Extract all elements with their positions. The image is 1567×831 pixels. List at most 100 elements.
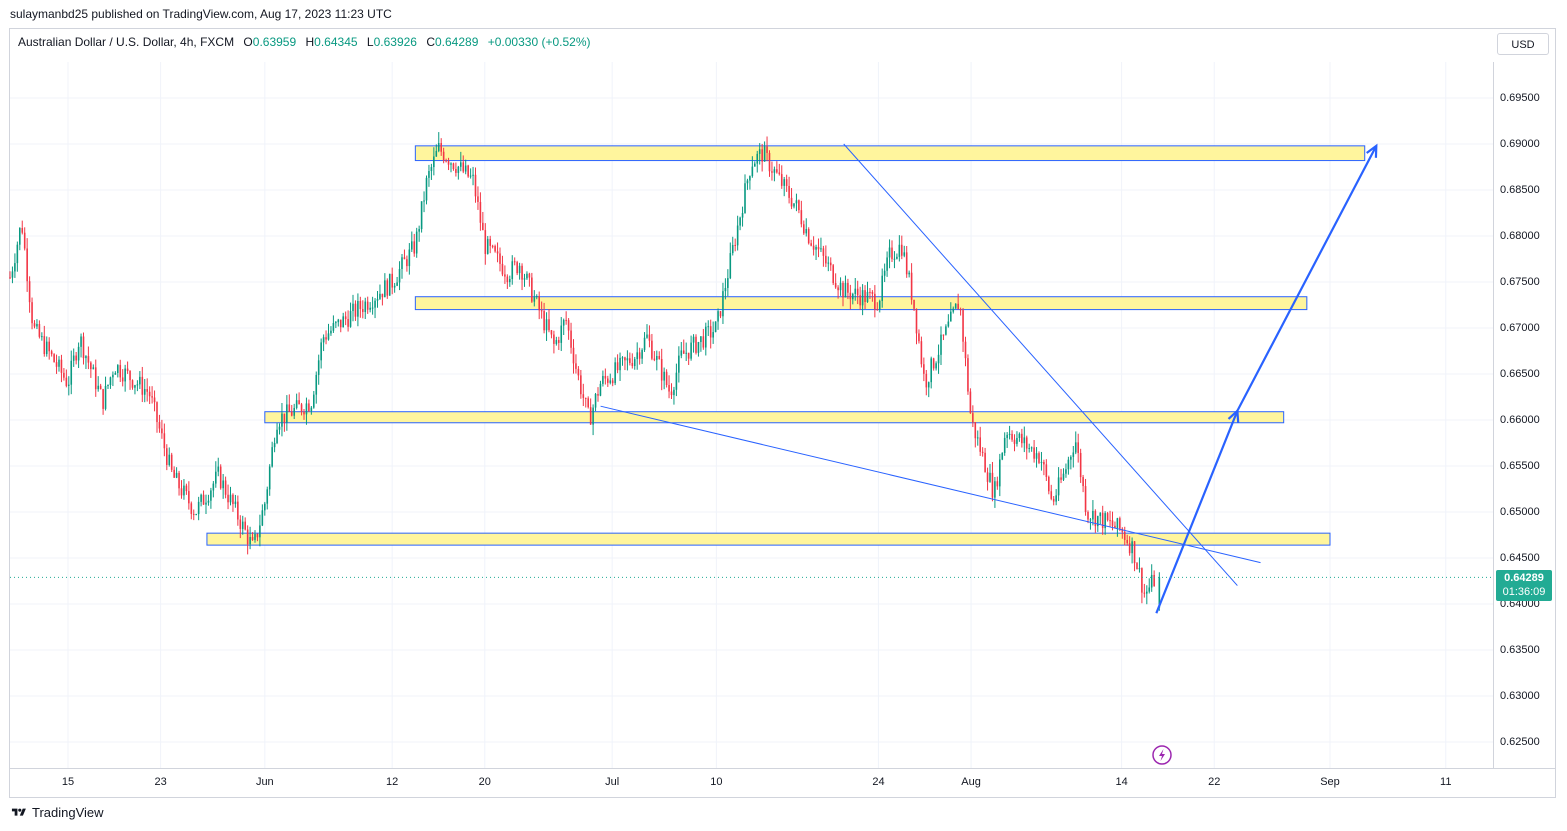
candle-body <box>408 249 411 267</box>
candle-body <box>398 269 401 283</box>
candle-body <box>518 265 521 274</box>
candle-body <box>660 358 663 381</box>
currency-button[interactable]: USD <box>1497 33 1549 55</box>
candle-body <box>190 503 193 514</box>
price-tick-label: 0.65000 <box>1500 506 1540 518</box>
candle-body <box>930 358 932 383</box>
candle-body <box>259 525 261 538</box>
candle-body <box>680 350 683 356</box>
candle-body <box>121 377 124 382</box>
candle-body <box>420 201 423 230</box>
candle-body <box>1148 587 1151 592</box>
candle-body <box>401 257 403 270</box>
candle-body <box>881 275 883 301</box>
candle-body <box>607 378 609 383</box>
candle-body <box>117 365 119 373</box>
candle-body <box>749 176 751 181</box>
high-key: H <box>305 35 315 49</box>
candle-body <box>104 385 107 409</box>
candle-body <box>77 346 80 361</box>
candle-body <box>1150 574 1153 588</box>
candle-body <box>215 471 217 484</box>
candle-body <box>523 278 526 280</box>
symbol-title[interactable]: Australian Dollar / U.S. Dollar, 4h, FXC… <box>18 35 235 49</box>
candle-body <box>937 354 940 364</box>
candle-body <box>38 324 41 337</box>
candle-body <box>768 152 771 172</box>
candle-body <box>984 452 986 473</box>
candle-body <box>651 340 653 359</box>
candle-body <box>107 384 109 386</box>
candle-body <box>1084 486 1087 512</box>
open-key: O <box>243 35 253 49</box>
candle-body <box>722 291 724 317</box>
candle-body <box>526 273 528 279</box>
candle-body <box>411 241 413 250</box>
candle-body <box>580 375 582 395</box>
candle-body <box>822 248 825 256</box>
candle-body <box>391 273 393 288</box>
candle-body <box>460 162 462 167</box>
candle-body <box>567 320 570 331</box>
candle-body <box>1082 477 1084 487</box>
candle-body <box>437 143 440 151</box>
candle-body <box>957 303 959 310</box>
price-tick-label: 0.69000 <box>1500 138 1540 150</box>
candle-body <box>861 290 864 306</box>
candle-body <box>33 323 36 327</box>
candle-body <box>535 296 538 298</box>
candle-body <box>371 307 374 309</box>
candle-body <box>332 323 335 331</box>
candle-body <box>166 448 168 465</box>
candle-body <box>702 336 705 348</box>
candle-body <box>496 251 499 254</box>
candle-body <box>102 389 104 409</box>
candle-body <box>266 489 269 504</box>
candle-body <box>560 325 563 343</box>
candle-body <box>766 146 768 153</box>
candle-body <box>168 454 171 465</box>
candle-body <box>384 280 386 298</box>
candle-body <box>717 311 719 322</box>
candle-body <box>251 536 254 540</box>
candle-body <box>41 336 43 338</box>
candle-body <box>501 263 504 275</box>
candle-body <box>638 352 641 359</box>
candle-body <box>264 503 266 511</box>
candle-body <box>1116 518 1119 528</box>
candle-body <box>1099 512 1102 517</box>
candle-body <box>744 183 746 214</box>
candle-body <box>599 383 602 396</box>
candle-body <box>14 263 16 272</box>
candle-body <box>241 521 244 529</box>
candle-body <box>1040 461 1043 463</box>
candle-body <box>114 372 117 375</box>
candle-body <box>925 373 928 388</box>
candle-body <box>1038 453 1040 463</box>
candle-body <box>413 241 416 254</box>
candle-body <box>624 357 626 361</box>
candle-body <box>888 247 891 258</box>
candle-body <box>893 258 896 260</box>
candle-body <box>440 143 442 152</box>
candle-body <box>1072 452 1075 457</box>
candle-body <box>281 413 283 427</box>
candle-body <box>609 380 612 383</box>
candle-body <box>1128 543 1131 554</box>
low-key: L <box>366 35 374 49</box>
candle-body <box>322 337 325 343</box>
candle-body <box>656 356 658 360</box>
footer-branding[interactable]: TradingView <box>10 805 104 820</box>
candle-body <box>1141 568 1143 593</box>
candle-body <box>1025 437 1028 449</box>
flash-icon <box>1152 745 1172 765</box>
candle-body <box>996 481 999 487</box>
candle-body <box>366 301 369 310</box>
candle-body <box>869 291 871 293</box>
candle-body <box>910 272 913 300</box>
candle-body <box>19 228 21 245</box>
candle-body <box>1123 531 1126 540</box>
open-value: 0.63959 <box>252 35 297 49</box>
candle-body <box>859 295 861 306</box>
